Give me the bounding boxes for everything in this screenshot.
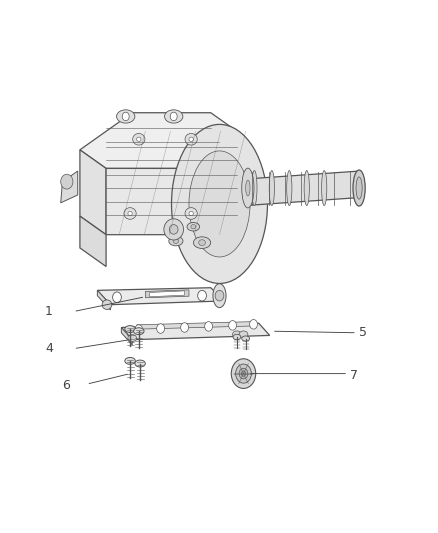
Ellipse shape bbox=[124, 208, 136, 219]
Ellipse shape bbox=[191, 224, 195, 229]
Ellipse shape bbox=[124, 358, 135, 365]
Circle shape bbox=[113, 292, 121, 303]
Ellipse shape bbox=[127, 212, 132, 216]
Polygon shape bbox=[149, 291, 184, 297]
Polygon shape bbox=[106, 131, 237, 235]
Circle shape bbox=[60, 174, 73, 189]
Ellipse shape bbox=[241, 336, 249, 341]
Polygon shape bbox=[80, 150, 106, 235]
Ellipse shape bbox=[136, 137, 141, 141]
Ellipse shape bbox=[164, 110, 183, 123]
Polygon shape bbox=[80, 216, 106, 266]
Circle shape bbox=[170, 112, 177, 120]
Ellipse shape bbox=[286, 171, 291, 206]
Circle shape bbox=[249, 319, 257, 329]
Ellipse shape bbox=[352, 170, 364, 206]
Polygon shape bbox=[121, 323, 269, 340]
Ellipse shape bbox=[245, 180, 250, 196]
Circle shape bbox=[215, 290, 223, 301]
Circle shape bbox=[228, 320, 236, 330]
Ellipse shape bbox=[187, 222, 199, 231]
Polygon shape bbox=[136, 321, 256, 329]
Ellipse shape bbox=[193, 237, 210, 248]
Ellipse shape bbox=[251, 171, 256, 206]
Ellipse shape bbox=[116, 110, 134, 123]
Ellipse shape bbox=[163, 219, 183, 240]
Circle shape bbox=[231, 359, 255, 389]
Ellipse shape bbox=[239, 331, 247, 338]
Ellipse shape bbox=[171, 124, 267, 284]
Ellipse shape bbox=[134, 360, 145, 367]
Ellipse shape bbox=[132, 133, 145, 145]
Ellipse shape bbox=[127, 335, 136, 342]
Circle shape bbox=[156, 324, 164, 333]
Ellipse shape bbox=[304, 171, 309, 206]
Text: 6: 6 bbox=[62, 379, 70, 392]
Polygon shape bbox=[97, 288, 223, 305]
Text: 5: 5 bbox=[358, 326, 366, 340]
Circle shape bbox=[239, 368, 247, 379]
Ellipse shape bbox=[321, 171, 326, 206]
Ellipse shape bbox=[268, 171, 274, 206]
Circle shape bbox=[180, 322, 188, 332]
Ellipse shape bbox=[241, 168, 254, 208]
Text: 4: 4 bbox=[45, 342, 53, 355]
Ellipse shape bbox=[355, 177, 361, 199]
Ellipse shape bbox=[124, 326, 135, 333]
Ellipse shape bbox=[188, 137, 193, 141]
Polygon shape bbox=[97, 290, 110, 310]
Circle shape bbox=[204, 321, 212, 331]
Ellipse shape bbox=[198, 240, 205, 246]
Circle shape bbox=[241, 371, 245, 376]
Ellipse shape bbox=[169, 236, 183, 246]
Polygon shape bbox=[121, 327, 132, 345]
Circle shape bbox=[122, 112, 129, 120]
Text: 1: 1 bbox=[45, 305, 53, 318]
Ellipse shape bbox=[184, 133, 197, 145]
Polygon shape bbox=[60, 171, 78, 203]
Polygon shape bbox=[80, 113, 237, 168]
Ellipse shape bbox=[173, 239, 178, 244]
Text: 7: 7 bbox=[350, 369, 357, 382]
Ellipse shape bbox=[184, 208, 197, 219]
Ellipse shape bbox=[232, 331, 241, 338]
Ellipse shape bbox=[102, 300, 112, 310]
Ellipse shape bbox=[233, 334, 240, 340]
Ellipse shape bbox=[133, 328, 144, 335]
Ellipse shape bbox=[188, 151, 250, 257]
Circle shape bbox=[134, 325, 142, 334]
Ellipse shape bbox=[188, 212, 193, 216]
Circle shape bbox=[197, 290, 206, 301]
Circle shape bbox=[235, 364, 251, 383]
Ellipse shape bbox=[212, 284, 226, 308]
Ellipse shape bbox=[169, 224, 178, 234]
Polygon shape bbox=[145, 290, 188, 298]
Polygon shape bbox=[245, 171, 358, 206]
